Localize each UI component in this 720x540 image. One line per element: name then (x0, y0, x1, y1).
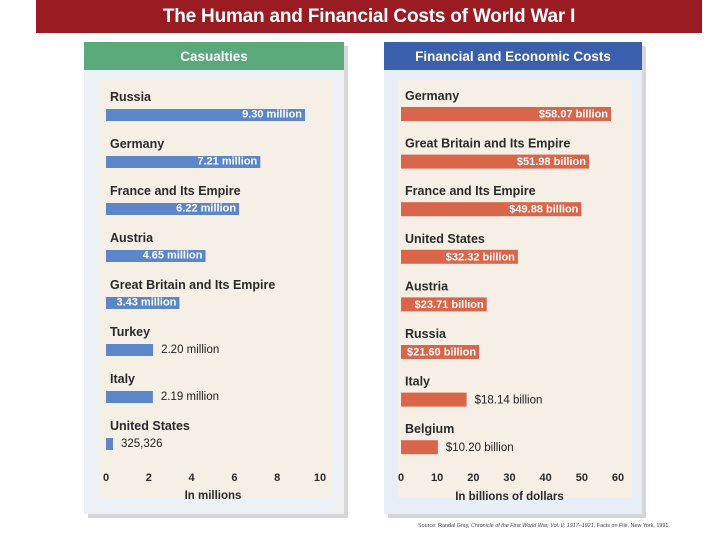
category-label: Italy (110, 372, 135, 386)
category-label: Great Britain and Its Empire (110, 278, 275, 292)
category-label: Austria (405, 279, 449, 293)
data-label: $51.98 billion (517, 156, 586, 168)
bar (106, 391, 153, 403)
category-label: France and Its Empire (405, 184, 536, 198)
tick-label: 50 (576, 472, 588, 484)
bar (401, 154, 589, 169)
category-label: Italy (405, 375, 430, 389)
source-suffix: , Facts on File, New York, 1991. (593, 523, 670, 529)
category-label: Great Britain and Its Empire (405, 137, 570, 151)
casualties-plot-area (99, 80, 331, 498)
financial-title: Financial and Economic Costs (384, 42, 642, 70)
data-label: 9.30 million (242, 109, 302, 121)
tick-label: 6 (231, 472, 237, 484)
data-label: $49.88 billion (509, 204, 578, 216)
bar (401, 392, 467, 407)
tick-label: 60 (612, 472, 624, 484)
source-prefix: Source: Randal Gray, (418, 523, 471, 529)
x-axis-label: In billions of dollars (455, 491, 564, 503)
data-label: 2.20 million (161, 344, 219, 356)
data-label: 7.21 million (197, 156, 257, 168)
tick-label: 8 (274, 472, 280, 484)
bar (106, 438, 113, 450)
data-label: $23.71 billion (415, 299, 484, 311)
tick-label: 4 (189, 472, 196, 484)
data-label: 6.22 million (176, 203, 236, 215)
bar (401, 345, 480, 359)
bar (106, 250, 206, 262)
category-label: France and Its Empire (110, 184, 241, 198)
data-label: $21.60 billion (407, 347, 476, 359)
bar (106, 203, 240, 215)
page-title: The Human and Financial Costs of World W… (36, 0, 702, 33)
x-axis-label: In millions (185, 490, 242, 502)
source-title: Chronicle of the First World War, Vol. I… (470, 523, 594, 529)
data-label: $58.07 billion (539, 109, 608, 121)
tick-label: 2 (146, 472, 152, 484)
bar (106, 109, 306, 121)
data-label: $18.14 billion (475, 395, 543, 407)
tick-label: 10 (431, 472, 443, 484)
bar (401, 107, 612, 121)
financial-plot-area (398, 80, 632, 498)
bar (106, 156, 261, 168)
category-label: Russia (110, 90, 152, 104)
tick-label: 40 (540, 472, 552, 484)
bar (401, 297, 487, 312)
category-label: Germany (110, 137, 164, 151)
category-label: Russia (405, 327, 447, 341)
data-label: 2.19 million (161, 391, 219, 403)
tick-label: 20 (467, 472, 479, 484)
category-label: Turkey (110, 325, 150, 339)
casualties-panel: Casualties (84, 42, 344, 514)
tick-label: 0 (398, 472, 404, 484)
bar (401, 440, 438, 455)
category-label: Austria (110, 231, 154, 245)
bar (106, 344, 154, 356)
data-label: 3.43 million (116, 297, 176, 309)
data-label: 4.65 million (143, 250, 203, 262)
casualties-title: Casualties (84, 42, 344, 70)
category-label: United States (110, 419, 190, 433)
tick-label: 30 (503, 472, 515, 484)
data-label: $32.32 billion (446, 251, 515, 263)
category-label: Belgium (405, 422, 454, 436)
category-label: Germany (405, 89, 459, 103)
data-label: 325,326 (121, 438, 163, 450)
data-label: $10.20 billion (446, 442, 514, 454)
category-label: United States (405, 232, 485, 246)
bar (106, 297, 180, 309)
tick-label: 10 (314, 472, 326, 484)
bar (401, 202, 582, 217)
tick-label: 0 (103, 472, 109, 484)
source-note: Source: Randal Gray, Chronicle of the Fi… (418, 523, 702, 529)
bar (401, 249, 518, 264)
